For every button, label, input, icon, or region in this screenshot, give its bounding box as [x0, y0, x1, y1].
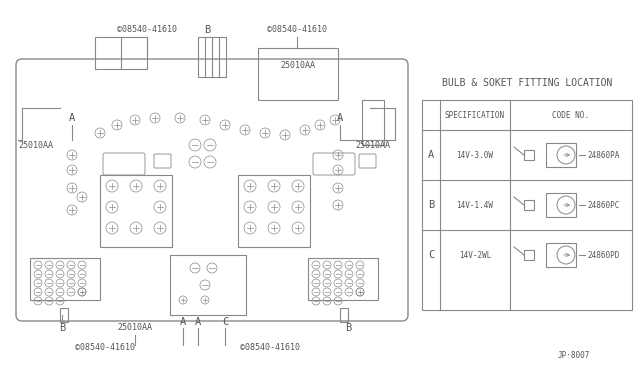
- Text: B: B: [59, 323, 65, 333]
- Bar: [238, 175, 310, 247]
- Text: C: C: [428, 250, 434, 260]
- Bar: [100, 175, 172, 247]
- Text: 14V-2WL: 14V-2WL: [459, 250, 491, 260]
- Bar: [546, 243, 576, 267]
- Bar: [340, 308, 348, 322]
- Text: B: B: [204, 25, 210, 35]
- Bar: [546, 193, 576, 217]
- Text: A: A: [337, 113, 343, 123]
- Text: JP·8007: JP·8007: [557, 351, 590, 360]
- Text: 14V-3.0W: 14V-3.0W: [456, 151, 493, 160]
- Text: 24860PA: 24860PA: [587, 151, 620, 160]
- Bar: [524, 200, 534, 210]
- Text: BULB & SOKET FITTING LOCATION: BULB & SOKET FITTING LOCATION: [442, 78, 612, 88]
- Text: B: B: [345, 323, 351, 333]
- Text: 25010AA: 25010AA: [280, 61, 316, 70]
- Bar: [422, 100, 632, 310]
- Text: SPECIFICATION: SPECIFICATION: [445, 110, 505, 119]
- Text: A: A: [428, 150, 434, 160]
- Bar: [170, 255, 246, 315]
- Bar: [30, 258, 100, 300]
- Bar: [308, 258, 378, 300]
- Bar: [258, 48, 338, 100]
- Text: A: A: [180, 317, 186, 327]
- Bar: [198, 37, 226, 77]
- Text: 14V-1.4W: 14V-1.4W: [456, 201, 493, 209]
- Text: 25010AA: 25010AA: [355, 141, 390, 150]
- Text: 24860PD: 24860PD: [587, 250, 620, 260]
- Text: A: A: [69, 113, 75, 123]
- Bar: [524, 150, 534, 160]
- Bar: [524, 250, 534, 260]
- Bar: [362, 100, 384, 145]
- Bar: [546, 143, 576, 167]
- Text: CODE NO.: CODE NO.: [552, 110, 589, 119]
- Text: 25010AA: 25010AA: [118, 324, 152, 333]
- Text: ©08540-41610: ©08540-41610: [75, 343, 135, 353]
- Text: A: A: [195, 317, 201, 327]
- Bar: [95, 37, 147, 69]
- Text: ©08540-41610: ©08540-41610: [117, 26, 177, 35]
- Text: B: B: [428, 200, 434, 210]
- Text: ©08540-41610: ©08540-41610: [267, 26, 327, 35]
- Text: 24860PC: 24860PC: [587, 201, 620, 209]
- Text: 25010AA: 25010AA: [18, 141, 53, 150]
- Bar: [60, 308, 68, 322]
- Text: ©08540-41610: ©08540-41610: [240, 343, 300, 353]
- Text: C: C: [222, 317, 228, 327]
